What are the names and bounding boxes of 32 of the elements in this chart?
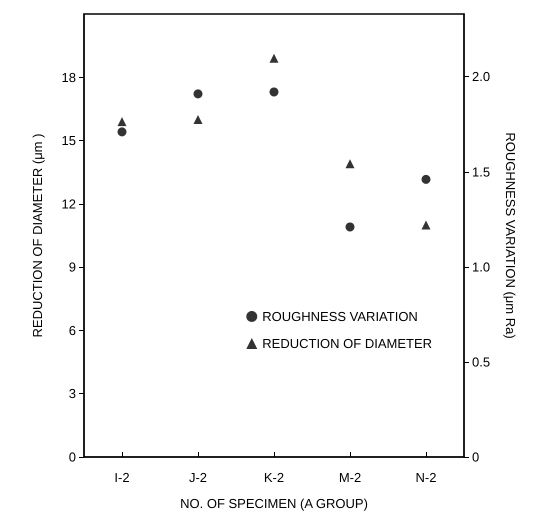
x-tick-label: M-2: [338, 470, 362, 485]
x-axis-title: NO. OF SPECIMEN (A GROUP): [180, 496, 368, 511]
point: [118, 127, 126, 136]
x-tick-label: N-2: [416, 470, 436, 485]
point: [194, 114, 202, 124]
y-axis-title: REDUCTION OF DIAMETER (μm ): [30, 134, 45, 338]
y2-tick-label: 0: [472, 450, 480, 464]
point: [194, 89, 202, 98]
y-tick-label: 0: [68, 450, 76, 464]
point: [270, 54, 278, 63]
legend-label: ROUGHNESS VARIATION: [262, 308, 418, 324]
y-tick-label: 6: [68, 322, 76, 338]
point: [346, 222, 354, 232]
x-tick-label: J-2: [188, 470, 208, 485]
y2-axis-title: ROUGHNESS VARIATION (μm Ra): [503, 132, 518, 339]
y-tick-label: 3: [68, 386, 76, 402]
point: [422, 174, 430, 184]
point: [118, 117, 126, 126]
x-tick-label: I-2: [114, 470, 130, 485]
point: [346, 159, 354, 168]
y-tick-label: 12: [62, 196, 76, 212]
y2-tick-label: 1.5: [472, 164, 490, 180]
y2-tick-label: 2.0: [472, 69, 490, 84]
point: [270, 87, 278, 96]
y2-tick-label: 1.0: [472, 259, 490, 274]
y-tick-label: 9: [68, 260, 76, 275]
y-tick-label: 18: [62, 70, 76, 85]
legend-label: REDUCTION OF DIAMETER: [262, 336, 432, 351]
y-tick-label: 15: [62, 133, 76, 148]
y2-tick-label: 0.5: [472, 354, 490, 370]
point: [422, 220, 430, 230]
x-tick-label: K-2: [264, 470, 284, 485]
